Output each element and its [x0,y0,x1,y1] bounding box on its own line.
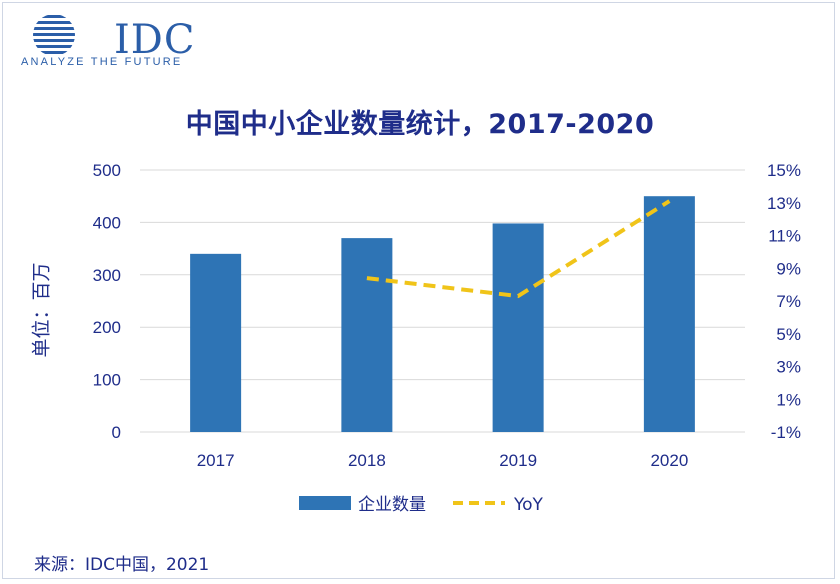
x-tick-label: 2018 [348,451,386,470]
x-tick-label: 2020 [650,451,688,470]
y2-axis-ticks: 15% 13% 11% 9% 7% 5% 3% 1% -1% [767,161,801,442]
bar [492,223,544,432]
chart-frame [2,2,835,579]
x-axis-ticks: 2017 2018 2019 2020 [197,451,689,470]
y-tick-label: 300 [93,266,121,285]
globe-icon [33,15,75,54]
bar [643,196,695,432]
bar [341,238,393,432]
y2-tick-label: 15% [767,161,801,180]
y2-tick-label: 1% [776,390,801,409]
yoy-series [366,199,671,299]
source-note: 来源：IDC中国，2021 [34,555,210,575]
legend: 企业数量 YoY [299,495,544,515]
y2-tick-label: 13% [767,194,801,213]
chart-title: 中国中小企业数量统计，2017-2020 [185,109,655,140]
bar-series [190,196,695,432]
x-tick-label: 2019 [499,451,537,470]
y-tick-label: 100 [93,371,121,390]
y2-tick-label: 9% [776,259,801,278]
y-tick-label: 500 [93,161,121,180]
bar [190,253,242,432]
legend-label-bar: 企业数量 [358,495,426,515]
y-tick-label: 400 [93,213,121,232]
x-tick-label: 2017 [197,451,235,470]
idc-logo: IDC ANALYZE THE FUTURE [18,14,208,74]
legend-label-line: YoY [513,495,544,515]
y2-tick-label: 7% [776,292,801,311]
y2-tick-label: 3% [776,358,801,377]
y2-tick-label: -1% [771,423,801,442]
logo-tagline: ANALYZE THE FUTURE [21,56,183,68]
legend-swatch-bar [299,496,351,510]
y-tick-label: 0 [112,423,121,442]
yoy-line [366,199,671,299]
y2-tick-label: 5% [776,325,801,344]
logo-wordmark: IDC [114,17,196,63]
y-axis-ticks: 500 400 300 200 100 0 [93,161,121,442]
y-tick-label: 200 [93,318,121,337]
y2-tick-label: 11% [768,227,801,246]
